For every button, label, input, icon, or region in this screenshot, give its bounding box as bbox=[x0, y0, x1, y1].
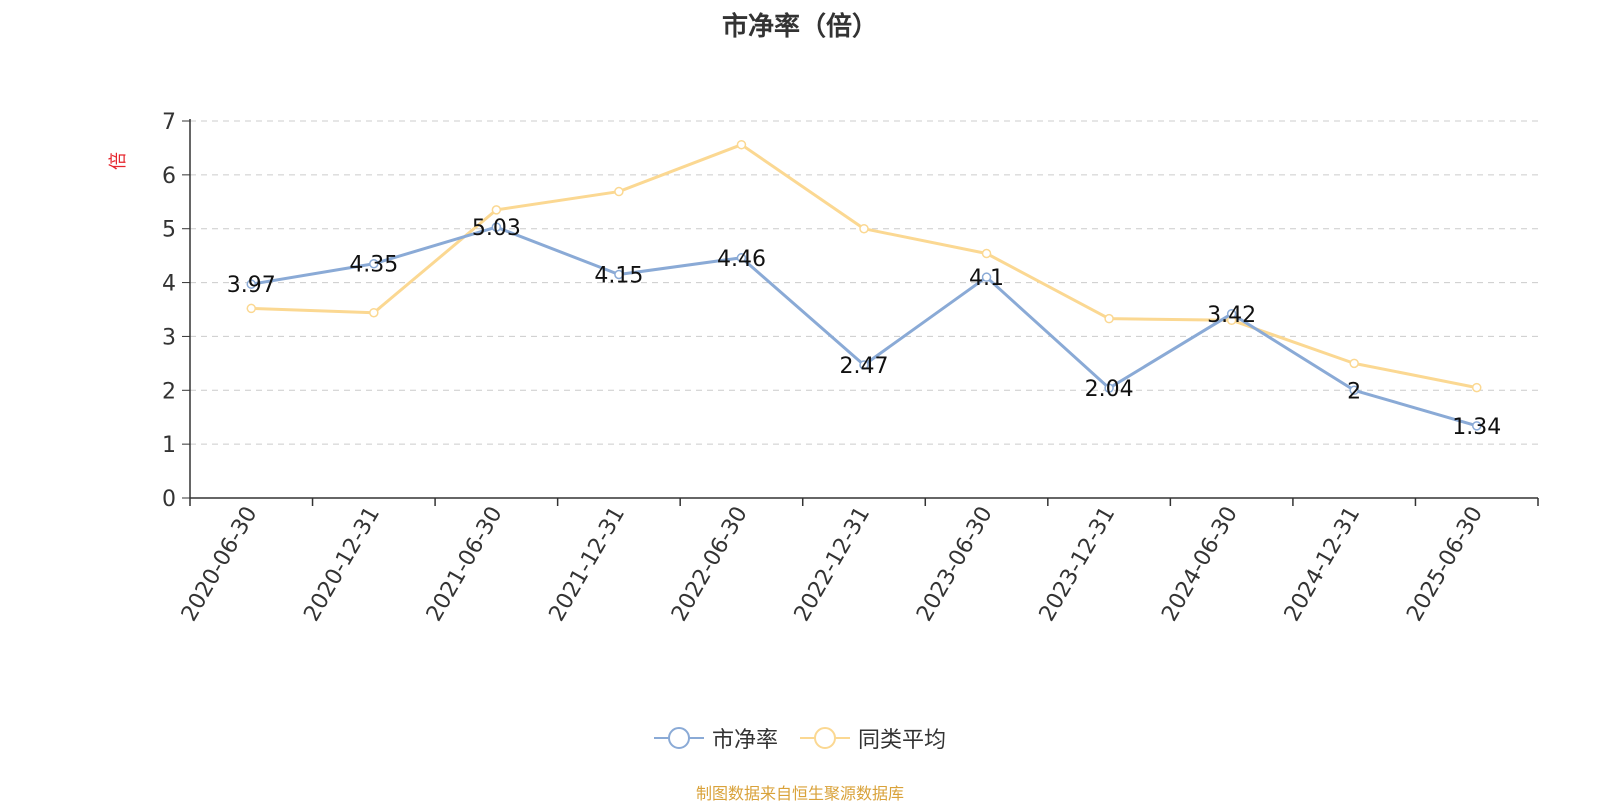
x-tick-label: 2024-12-31 bbox=[1280, 503, 1366, 626]
x-tick-label: 2022-06-30 bbox=[667, 503, 753, 626]
data-point-series-2 bbox=[736, 139, 747, 150]
x-tick-label: 2021-12-31 bbox=[545, 503, 631, 626]
data-point-series-2 bbox=[859, 223, 869, 234]
data-label: 4.1 bbox=[969, 266, 1004, 291]
data-point-series-1 bbox=[246, 279, 257, 289]
data-point-series-2 bbox=[981, 248, 992, 259]
data-point-series-2 bbox=[491, 205, 502, 215]
data-label: 2 bbox=[1347, 379, 1361, 404]
x-tick-label: 2025-06-30 bbox=[1402, 503, 1488, 626]
legend-item-series-1[interactable]: 市净率 bbox=[653, 722, 778, 754]
source-note: 制图数据来自恒生聚源数据库 bbox=[695, 784, 904, 803]
y-tick-label: 6 bbox=[162, 164, 176, 189]
y-tick-label: 4 bbox=[162, 272, 176, 297]
y-tick-label: 7 bbox=[162, 110, 176, 135]
chart-title: 市净率（倍） bbox=[721, 12, 878, 42]
x-tick-label: 2020-06-30 bbox=[177, 503, 263, 626]
y-tick-label: 5 bbox=[162, 218, 176, 243]
series-line-1 bbox=[251, 225, 1478, 428]
data-label: 2.04 bbox=[1085, 377, 1134, 402]
data-point-series-2 bbox=[369, 307, 379, 318]
data-point-series-1 bbox=[859, 360, 869, 370]
data-point-series-1 bbox=[1471, 421, 1482, 431]
data-label: 3.97 bbox=[227, 273, 276, 298]
data-label: 4.46 bbox=[717, 247, 766, 272]
data-point-series-2 bbox=[246, 303, 257, 314]
x-tick-label: 2022-12-31 bbox=[790, 503, 876, 626]
data-point-series-2 bbox=[614, 186, 624, 197]
data-label: 5.03 bbox=[472, 216, 521, 241]
x-tick-label: 2023-06-30 bbox=[912, 503, 998, 626]
y-tick-label: 1 bbox=[162, 433, 176, 458]
y-tick-label: 2 bbox=[162, 379, 176, 404]
data-point-series-1 bbox=[1104, 383, 1114, 393]
data-point-series-1 bbox=[736, 253, 747, 263]
data-point-series-1 bbox=[369, 258, 379, 269]
data-point-series-1 bbox=[1226, 309, 1237, 319]
data-point-series-1 bbox=[491, 222, 502, 232]
data-label: 4.35 bbox=[349, 253, 398, 278]
y-tick-label: 0 bbox=[162, 487, 176, 512]
legend-label-series-2: 同类平均 bbox=[858, 728, 947, 753]
x-tick-label: 2024-06-30 bbox=[1157, 503, 1243, 626]
data-point-series-2 bbox=[1471, 382, 1482, 393]
data-label: 4.15 bbox=[594, 263, 643, 288]
legend-marker-series-1 bbox=[653, 727, 704, 749]
x-tick-label: 2023-12-31 bbox=[1035, 503, 1121, 626]
data-label: 2.47 bbox=[840, 354, 889, 379]
data-point-series-1 bbox=[1349, 385, 1359, 396]
data-label: 1.34 bbox=[1452, 415, 1501, 440]
legend-item-series-2[interactable]: 同类平均 bbox=[800, 722, 946, 754]
data-label: 3.42 bbox=[1207, 303, 1256, 328]
x-tick-label: 2020-12-31 bbox=[299, 503, 385, 626]
data-point-series-1 bbox=[614, 269, 624, 280]
data-point-series-2 bbox=[1104, 313, 1114, 324]
chart-legend: 市净率 同类平均 bbox=[0, 722, 1600, 754]
x-tick-label: 2021-06-30 bbox=[422, 503, 508, 626]
data-point-series-2 bbox=[1349, 358, 1359, 369]
legend-marker-series-2 bbox=[800, 727, 850, 749]
legend-label-series-1: 市净率 bbox=[711, 728, 778, 753]
y-tick-label: 3 bbox=[162, 325, 176, 350]
data-point-series-1 bbox=[981, 272, 992, 282]
y-axis-label: 倍 bbox=[108, 152, 129, 170]
